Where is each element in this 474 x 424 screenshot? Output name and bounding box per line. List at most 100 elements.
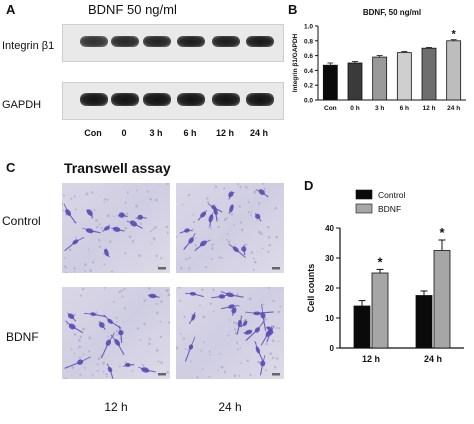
membrane-pore <box>238 205 242 208</box>
membrane-pore <box>223 370 227 374</box>
membrane-pore <box>252 257 255 260</box>
membrane-pore <box>254 260 257 264</box>
membrane-pore <box>223 218 227 221</box>
membrane-pore <box>221 257 224 260</box>
membrane-pore <box>235 341 238 344</box>
y-tick-label: 0.8 <box>304 38 313 45</box>
migrated-cell <box>245 320 265 341</box>
western-blot-gapdh <box>62 82 284 120</box>
migrated-cell <box>63 203 77 224</box>
band-gapdh-4 <box>212 93 240 106</box>
membrane-pore <box>141 363 145 367</box>
membrane-pore <box>139 338 142 341</box>
membrane-pore <box>165 225 169 229</box>
blot-row-label-gapdh: GAPDH <box>2 99 42 111</box>
membrane-pore <box>209 302 213 305</box>
migrated-cell <box>254 340 264 363</box>
significance-star: * <box>439 225 445 240</box>
membrane-pore <box>249 214 252 217</box>
membrane-pore <box>97 357 101 360</box>
y-tick-label: 40 <box>325 224 334 233</box>
migrated-cell <box>184 336 196 362</box>
membrane-pore <box>249 374 251 376</box>
membrane-pore <box>95 311 98 314</box>
bar-12h <box>421 47 437 101</box>
membrane-pore <box>179 332 182 335</box>
membrane-pore <box>178 287 181 289</box>
y-axis-label: Cell counts <box>306 264 316 313</box>
membrane-pore <box>209 354 211 356</box>
western-blot-integrin <box>62 24 284 62</box>
membrane-pore <box>219 352 222 355</box>
membrane-pore <box>84 263 87 266</box>
migrated-cell <box>188 312 196 325</box>
membrane-pore <box>181 203 184 206</box>
x-tick-label: Con <box>324 105 337 112</box>
membrane-pore <box>88 336 92 340</box>
membrane-pore <box>62 209 65 212</box>
membrane-pore <box>279 305 282 308</box>
membrane-pore <box>228 290 231 293</box>
migrated-cell <box>207 203 223 213</box>
membrane-pore <box>148 287 151 290</box>
migrated-cell <box>126 220 143 229</box>
membrane-pore <box>250 210 253 213</box>
scale-bar <box>272 267 280 270</box>
micrograph-bdnf-12h <box>62 287 170 379</box>
membrane-pore <box>277 310 280 314</box>
y-tick-label: 0.6 <box>304 53 313 60</box>
membrane-pore <box>102 361 105 365</box>
membrane-pore <box>147 342 151 346</box>
membrane-pore <box>112 301 115 303</box>
membrane-pore <box>200 349 203 352</box>
migrated-cell <box>266 325 275 343</box>
membrane-pore <box>111 270 114 273</box>
membrane-pore <box>210 257 213 261</box>
migrated-cell <box>106 363 114 379</box>
membrane-pore <box>206 197 209 200</box>
membrane-pore <box>267 225 270 229</box>
migrated-cell <box>240 319 248 328</box>
membrane-pore <box>65 266 68 269</box>
membrane-pore <box>236 183 240 186</box>
membrane-pore <box>121 295 124 298</box>
scale-bar <box>158 373 166 376</box>
membrane-pore <box>202 315 206 319</box>
membrane-pore <box>83 366 86 369</box>
membrane-pore <box>155 348 159 352</box>
band-gapdh-1 <box>111 93 139 106</box>
x-tick-label: 24 h <box>424 354 442 364</box>
membrane-pore <box>73 333 77 336</box>
membrane-pore <box>218 256 221 259</box>
membrane-pore <box>79 373 82 376</box>
membrane-pore <box>115 321 118 323</box>
membrane-pore <box>115 316 118 319</box>
lane-label: 6 h <box>183 128 197 138</box>
migrated-cell <box>228 243 246 258</box>
membrane-pore <box>245 186 248 189</box>
lane-label: 24 h <box>249 128 268 138</box>
migrated-cell <box>86 209 94 219</box>
membrane-pore <box>245 243 248 246</box>
membrane-pore <box>135 189 138 192</box>
membrane-pore <box>73 195 76 198</box>
membrane-pore <box>252 268 255 272</box>
membrane-pore <box>167 293 170 297</box>
membrane-pore <box>267 287 270 289</box>
migrated-cell <box>122 362 135 367</box>
membrane-pore <box>233 223 235 226</box>
migrated-cell <box>260 304 267 331</box>
migrated-cell <box>64 236 85 252</box>
membrane-pore <box>220 365 224 369</box>
membrane-pore <box>105 375 108 378</box>
membrane-pore <box>183 315 186 319</box>
membrane-pore <box>149 197 152 201</box>
membrane-pore <box>267 250 270 253</box>
membrane-pore <box>271 356 275 360</box>
migrated-cell <box>117 212 128 218</box>
panel-c-letter: C <box>6 160 16 175</box>
membrane-pore <box>131 369 134 372</box>
membrane-pore <box>269 352 273 355</box>
membrane-pore <box>184 347 187 350</box>
membrane-pore <box>70 197 73 200</box>
